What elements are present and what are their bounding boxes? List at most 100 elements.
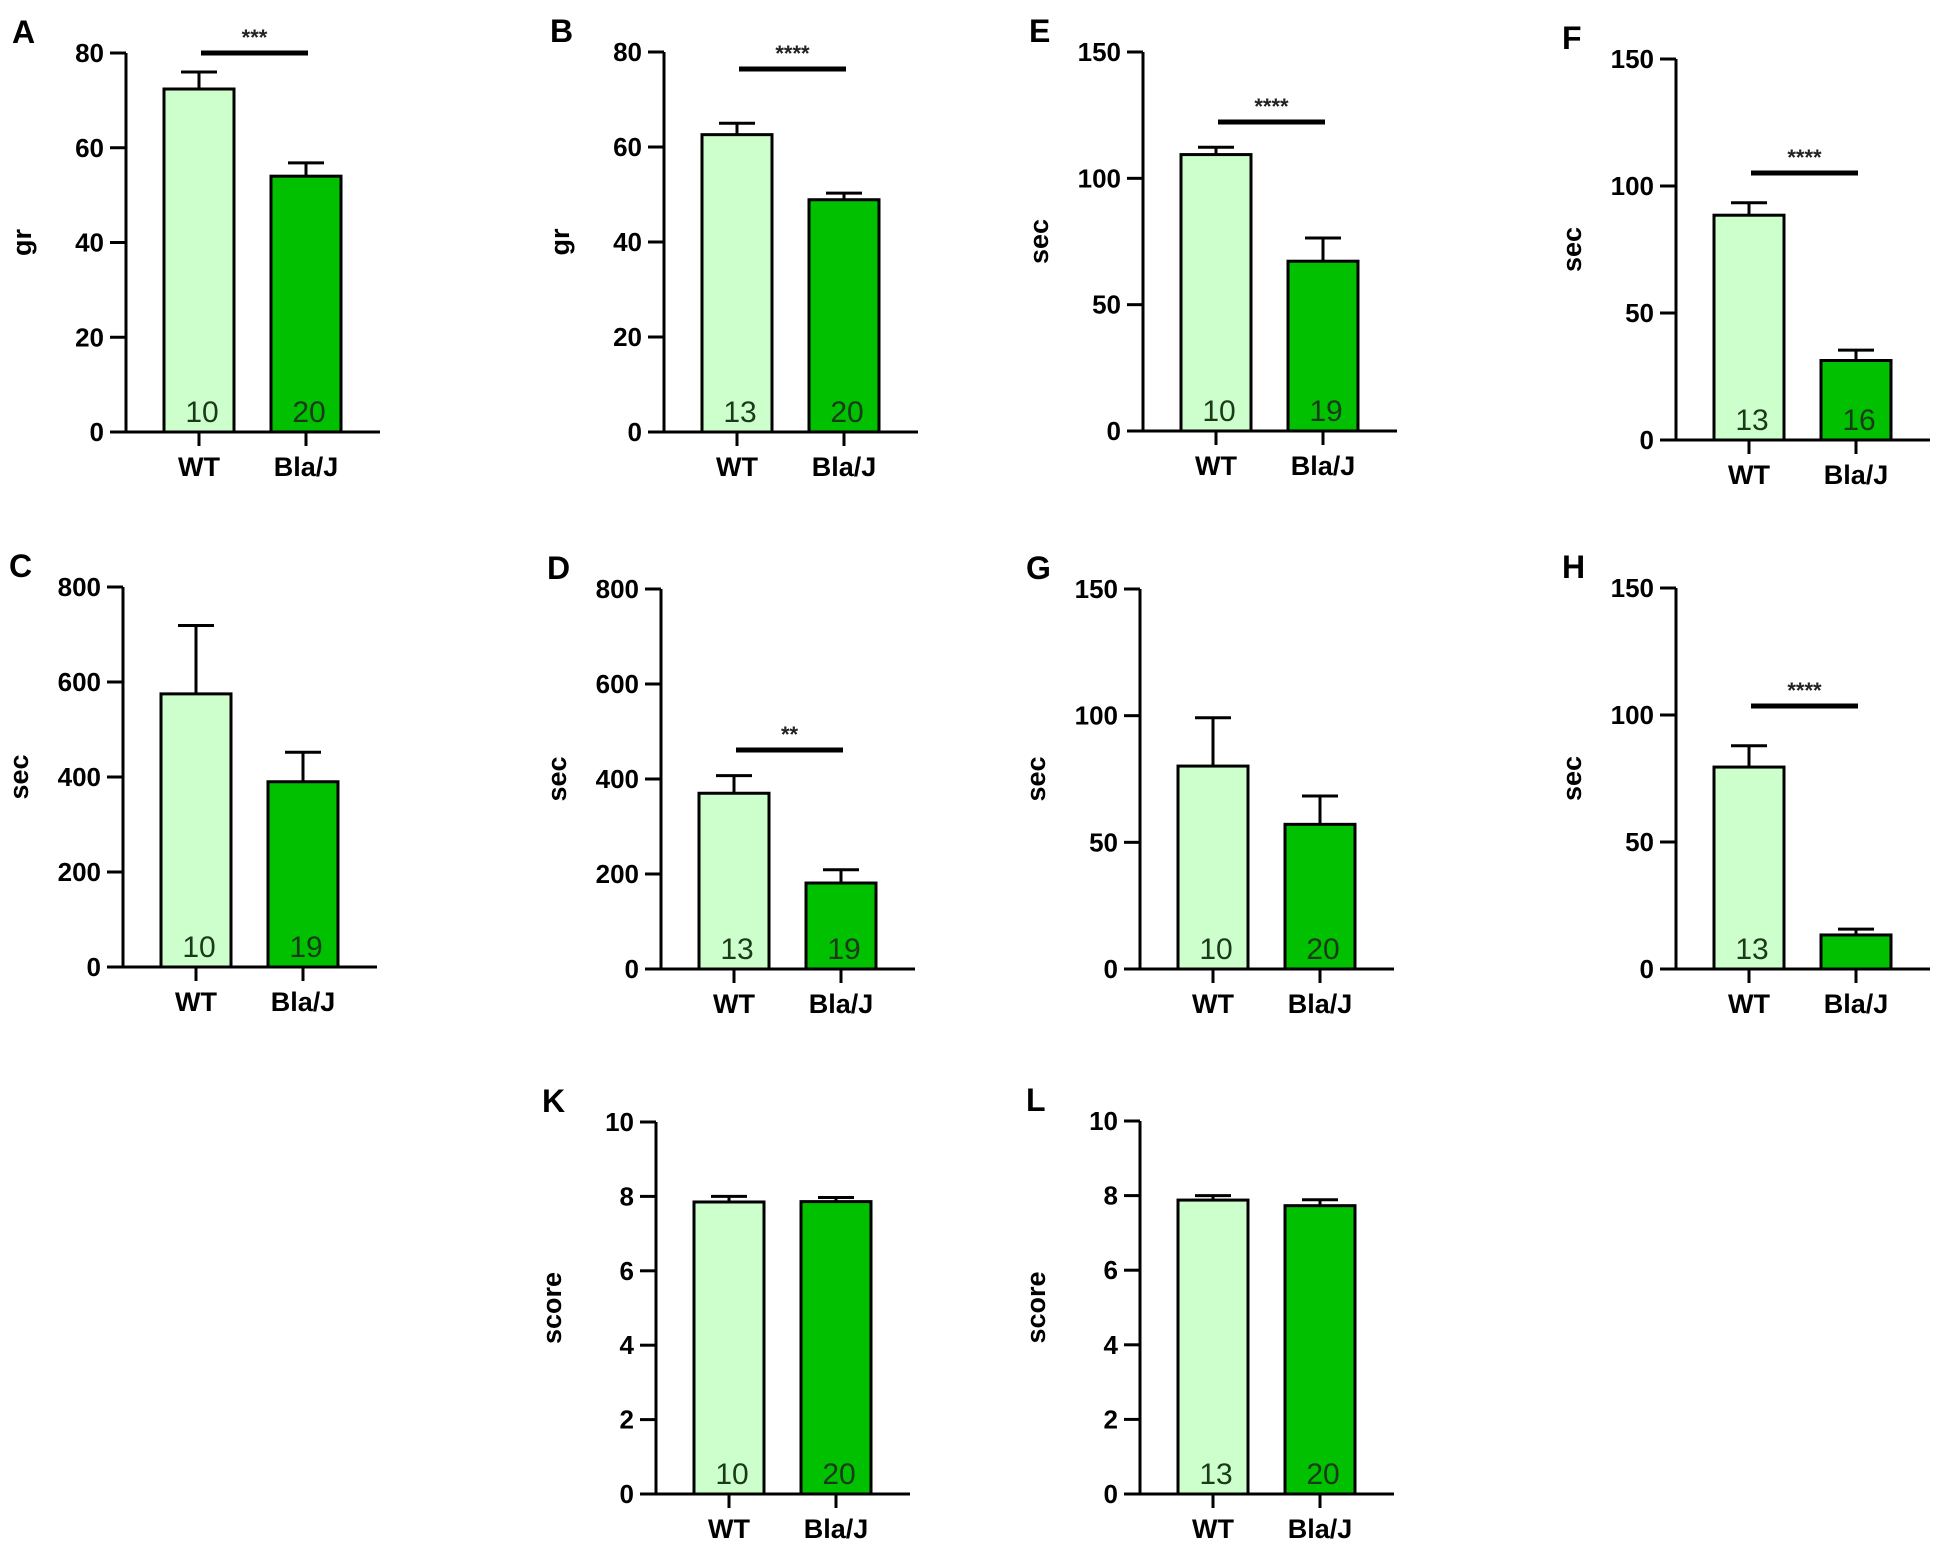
significance-stars: *** [242,25,268,50]
x-tick-label: Bla/J [804,1514,869,1544]
panel-letter: E [1029,13,1050,49]
y-tick-label: 4 [620,1330,635,1360]
panel-letter: H [1562,549,1585,585]
panel-letter: B [550,13,573,49]
x-tick-label: Bla/J [274,452,339,482]
y-axis-label: gr [7,229,37,256]
sample-size-label: 10 [185,396,218,429]
y-tick-label: 600 [596,669,639,699]
y-tick-label: 0 [1104,1479,1118,1509]
significance-stars: **** [1787,145,1822,170]
y-tick-label: 0 [1640,954,1654,984]
y-tick-label: 8 [620,1181,634,1211]
panel-letter: A [12,14,35,50]
y-tick-label: 80 [75,38,104,68]
bar-wt [700,133,774,434]
bar-wt [1176,764,1250,971]
y-tick-label: 40 [75,228,104,258]
sample-size-label: 19 [289,931,322,964]
panel-letter: F [1562,20,1582,56]
sample-size-label: 10 [182,931,215,964]
sample-size-label: 10 [1199,933,1232,966]
y-tick-label: 20 [613,322,642,352]
y-axis-label: sec [1557,756,1587,801]
bar-wt [1176,1198,1250,1496]
x-tick-label: WT [1195,451,1237,481]
panel-b: Bgr 13 WT 20 Bla/J 0 20 40 60 80 **** [545,13,918,482]
y-tick-label: 800 [596,574,639,604]
x-tick-label: Bla/J [812,452,877,482]
y-axis-label: score [537,1272,567,1344]
x-tick-label: WT [713,989,755,1019]
y-tick-label: 100 [1611,700,1654,730]
bar-blaj [1283,822,1357,971]
y-tick-label: 20 [75,322,104,352]
y-tick-label: 50 [1092,290,1121,320]
bar-blaj [1286,259,1360,433]
x-tick-label: Bla/J [809,989,874,1019]
y-tick-label: 10 [605,1107,634,1137]
panel-letter: D [547,550,570,586]
x-tick-label: Bla/J [1824,989,1889,1019]
y-tick-label: 600 [58,667,101,697]
panel-a: Agr 10 WT 20 Bla/J 0 20 40 60 80 *** [7,14,380,482]
bar-blaj [269,174,343,434]
x-tick-label: Bla/J [1288,989,1353,1019]
y-tick-label: 0 [90,417,104,447]
x-tick-label: WT [175,987,217,1017]
y-tick-label: 60 [75,133,104,163]
significance-stars: **** [775,41,810,66]
sample-size-label: 20 [830,396,863,429]
y-tick-label: 150 [1611,573,1654,603]
x-tick-label: WT [178,452,220,482]
y-tick-label: 150 [1078,37,1121,67]
y-tick-label: 400 [58,762,101,792]
sample-size-label: 16 [1842,404,1875,437]
sample-size-label: 19 [827,933,860,966]
y-tick-label: 40 [613,227,642,257]
y-tick-label: 50 [1625,827,1654,857]
significance-stars: **** [1787,678,1822,703]
y-axis-label: gr [545,228,575,255]
y-tick-label: 80 [613,37,642,67]
y-axis-label: score [1021,1271,1051,1343]
x-tick-label: WT [1192,1514,1234,1544]
y-tick-label: 6 [620,1256,634,1286]
y-tick-label: 100 [1078,163,1121,193]
y-tick-label: 0 [1107,416,1121,446]
panel-letter: G [1026,550,1051,586]
y-tick-label: 0 [625,954,639,984]
y-tick-label: 0 [1104,954,1118,984]
bar-blaj [1819,933,1893,971]
y-tick-label: 0 [1640,425,1654,455]
sample-size-label: 13 [1199,1458,1232,1491]
y-tick-label: 200 [58,857,101,887]
x-tick-label: WT [716,452,758,482]
y-tick-label: 60 [613,132,642,162]
y-tick-label: 2 [1104,1404,1118,1434]
x-tick-label: Bla/J [1291,451,1356,481]
sample-size-label: 13 [720,933,753,966]
y-tick-label: 10 [1089,1106,1118,1136]
y-tick-label: 100 [1611,171,1654,201]
sample-size-label: 10 [1202,395,1235,428]
y-axis-label: sec [542,756,572,801]
panel-letter: C [9,548,32,584]
panel-letter: K [542,1083,565,1119]
bar-blaj [266,780,340,969]
panel-letter: L [1026,1082,1046,1118]
x-tick-label: WT [708,1514,750,1544]
y-tick-label: 4 [1104,1330,1119,1360]
sample-size-label: 20 [822,1458,855,1491]
significance-stars: ** [781,722,799,747]
sample-size-label: 20 [1306,933,1339,966]
y-tick-label: 50 [1089,827,1118,857]
sample-size-label: 13 [1735,404,1768,437]
bar-wt [692,1200,766,1496]
sample-size-label: 20 [1306,1458,1339,1491]
